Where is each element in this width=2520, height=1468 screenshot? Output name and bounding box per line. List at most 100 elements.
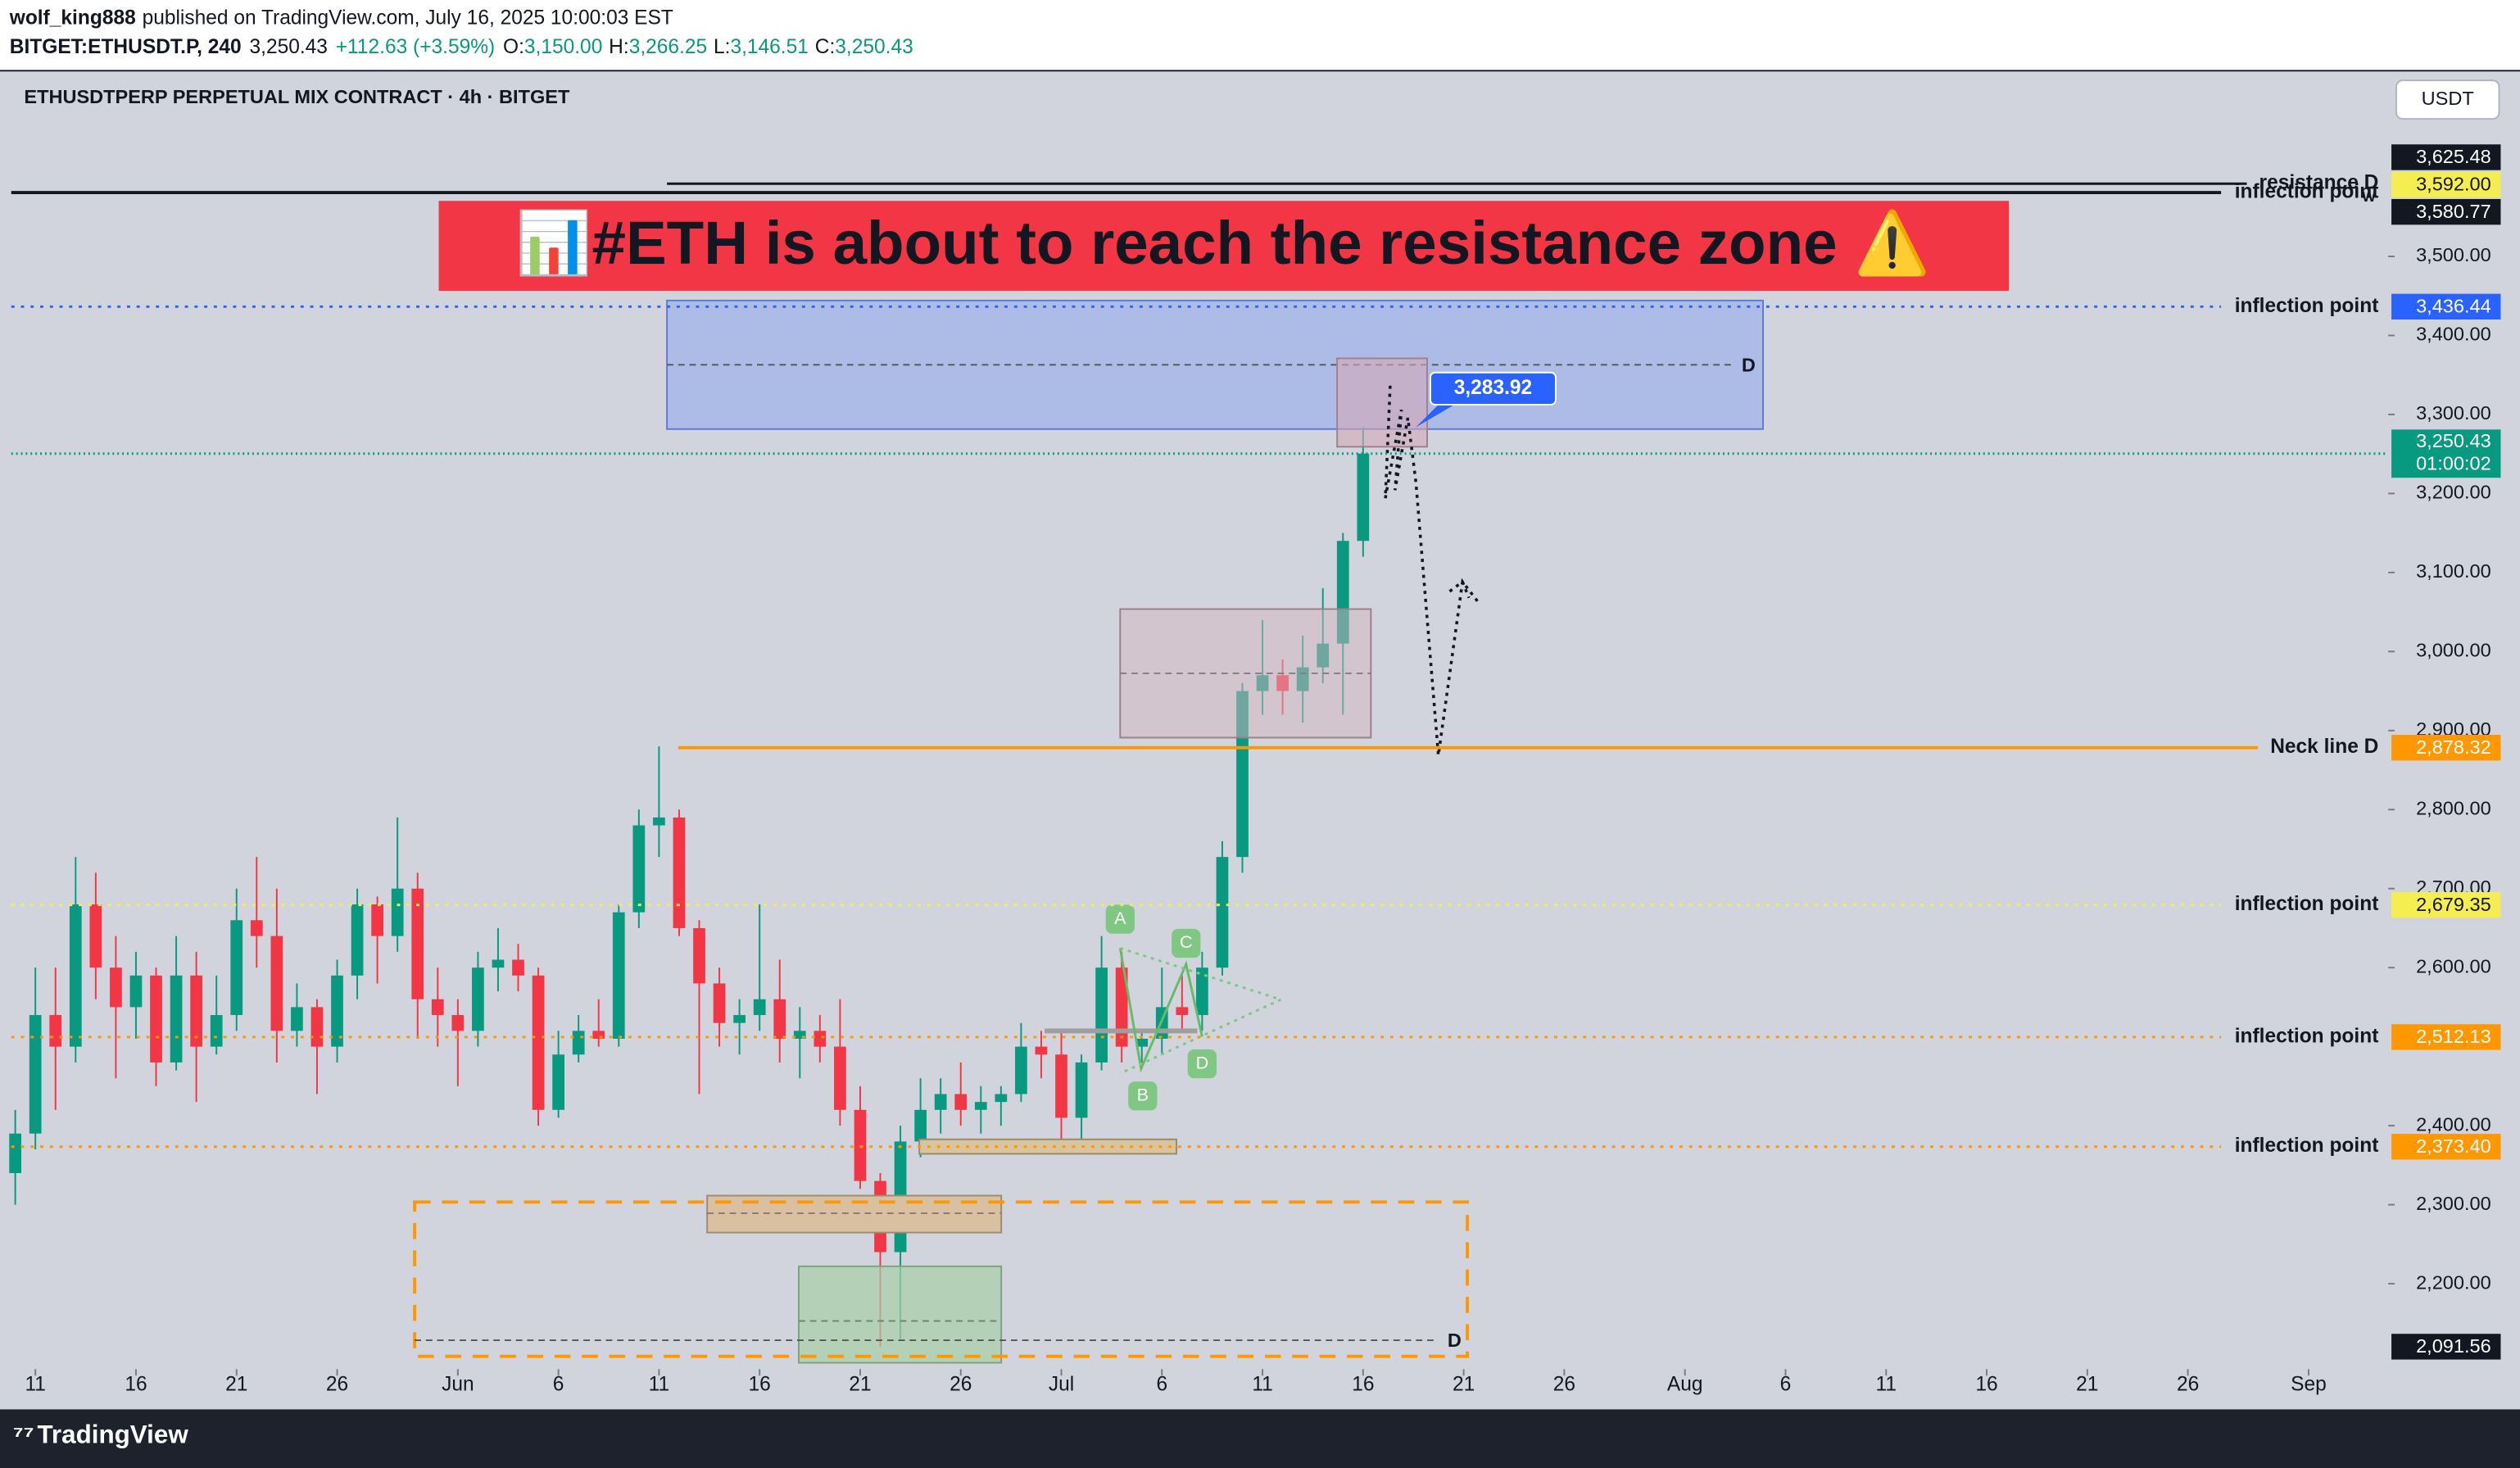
level-name: inflection point: [2235, 1025, 2379, 1047]
currency-button[interactable]: [2395, 79, 2500, 120]
level-name: Neck line D: [2270, 736, 2378, 758]
level-name: inflection point: [2235, 295, 2379, 317]
candle-body: [592, 1031, 605, 1040]
candle-body: [814, 1031, 827, 1047]
candle-body: [1357, 453, 1370, 541]
level-name: resistance D: [2259, 172, 2379, 194]
candle-body: [1035, 1046, 1048, 1055]
callout-pointer: [1416, 404, 1455, 428]
y-tick-label: 3,400.00: [2416, 324, 2491, 345]
footer-bar: [0, 1409, 2520, 1468]
x-tick-label: 16: [125, 1373, 147, 1395]
candle-body: [190, 975, 202, 1047]
x-tick-label: 16: [1975, 1373, 1997, 1395]
author: wolf_king888: [9, 7, 136, 29]
candle-body: [673, 817, 686, 928]
candle-body: [150, 975, 162, 1062]
candle-body: [1055, 1054, 1067, 1118]
candle-body: [773, 999, 786, 1040]
price-tag: [2391, 1134, 2501, 1160]
candle-body: [995, 1094, 1008, 1103]
x-tick-label: 26: [1553, 1373, 1575, 1395]
level-name: inflection point: [2235, 893, 2379, 915]
price-tag-label: 2,512.13: [2416, 1026, 2491, 1047]
price-tag: [2391, 293, 2501, 320]
candle-body: [170, 975, 183, 1062]
chart-area: [0, 70, 2520, 1410]
candle-body: [391, 888, 404, 936]
price-tag-label: 2,373.40: [2416, 1135, 2491, 1157]
label-bg: [1187, 1049, 1217, 1079]
candle-body: [9, 1133, 22, 1173]
candle-body: [1135, 1039, 1149, 1047]
y-tick-label: 2,600.00: [2416, 955, 2491, 976]
x-tick-label: 21: [1453, 1373, 1475, 1395]
candle-body: [1216, 857, 1229, 968]
o-key: O:: [503, 36, 524, 58]
demand-box: [798, 1265, 1003, 1364]
candle-body: [572, 1031, 585, 1055]
countdown: 01:00:02: [2416, 453, 2491, 474]
candle-body: [914, 1109, 927, 1142]
ohlc-line: BITGET:ETHUSDT.P, 240 3,250.43 +112.63 (+3…: [10, 36, 913, 58]
currency[interactable]: USDT: [2422, 88, 2474, 109]
candle-body: [331, 975, 343, 1047]
projection-path: [1384, 385, 1480, 756]
price-tag: [2391, 1334, 2501, 1360]
published: published on TradingView.com, July 16, 2…: [143, 7, 673, 29]
price-tag-label: 2,091.56: [2416, 1335, 2491, 1357]
candle-body: [552, 1054, 564, 1110]
zone-label: D: [1742, 354, 1756, 375]
c-key: C:: [815, 36, 836, 58]
w-label: W: [2362, 188, 2376, 205]
x-tick-label: 26: [950, 1373, 972, 1395]
y-tick-label: 2,200.00: [2416, 1271, 2491, 1293]
candle-body: [532, 975, 545, 1110]
candle-body: [693, 927, 705, 984]
candle-body: [854, 1109, 867, 1181]
candle-body: [250, 920, 263, 936]
price-tag-label: 3,625.48: [2416, 146, 2491, 167]
candle-body: [291, 1007, 303, 1031]
title-banner: 📊#ETH is about to reach the resistance z…: [438, 201, 2010, 292]
price-tag: [2391, 144, 2501, 170]
plot: 2,200.002,300.002,400.002,600.002,700.00…: [9, 244, 2491, 1395]
accumulation-box: [413, 1200, 1470, 1358]
x-tick-label: 6: [1780, 1373, 1792, 1395]
x-tick-label: Sep: [2291, 1373, 2327, 1395]
pattern-label: D: [1196, 1052, 1209, 1072]
candle-body: [1196, 967, 1208, 1016]
candle-body: [351, 904, 364, 976]
y-tick-label: 2,300.00: [2416, 1193, 2491, 1214]
resistance-zone: [666, 299, 1765, 430]
price-tag: [2391, 171, 2501, 198]
candle-body: [411, 888, 424, 999]
price-tag-label: 3,250.43: [2416, 430, 2491, 451]
candle-body: [954, 1094, 968, 1110]
candle-body: [431, 999, 444, 1016]
banner-bg: [438, 201, 2010, 292]
candle-body: [653, 817, 665, 826]
x-tick-label: 26: [326, 1373, 348, 1395]
candle-body: [1095, 967, 1108, 1062]
price-tag: [2391, 1024, 2501, 1050]
drawings: A B C D D D W: [413, 188, 2376, 1364]
callout-box: [1429, 371, 1557, 406]
pattern-label: A: [1114, 908, 1126, 928]
zone-label: D: [1448, 1330, 1462, 1351]
label-bg: [1128, 1081, 1158, 1111]
candle-body: [632, 825, 646, 913]
y-tick-label: 3,500.00: [2416, 244, 2491, 265]
target-box: [1336, 357, 1429, 448]
candle-body: [230, 920, 243, 1016]
low: 3,146.51: [730, 36, 808, 58]
change: +112.63 (+3.59%): [336, 36, 495, 58]
symbol: BITGET:ETHUSDT.P, 240: [10, 36, 242, 58]
brand-name: TradingView: [38, 1420, 189, 1449]
overlays: 3,625.48 resistance D 3,592.00 inflection p…: [11, 144, 2501, 1360]
candle-body: [934, 1094, 947, 1110]
x-tick-label: 11: [1876, 1373, 1897, 1395]
y-tick-label: 3,300.00: [2416, 402, 2491, 424]
